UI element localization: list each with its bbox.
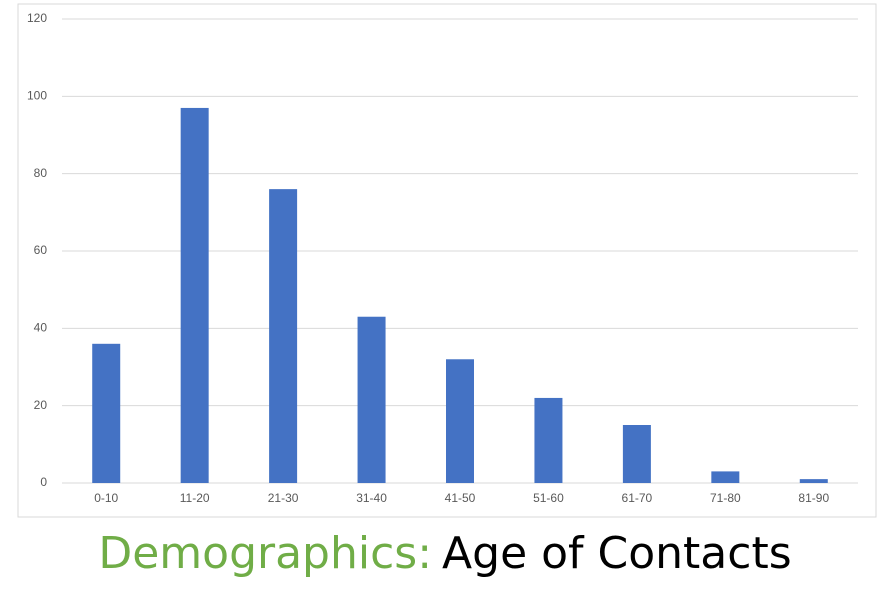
y-tick-label: 0 [40, 475, 47, 489]
y-tick-label: 40 [34, 321, 48, 335]
bar [92, 343, 121, 483]
y-tick-label: 100 [27, 89, 47, 103]
x-tick-label: 11-20 [180, 491, 210, 505]
x-tick-label: 31-40 [356, 491, 387, 505]
bar [799, 479, 828, 483]
y-tick-label: 20 [34, 398, 48, 412]
x-tick-label: 51-60 [533, 491, 564, 505]
x-tick-label: 21-30 [268, 491, 299, 505]
bar [534, 397, 563, 483]
title-lead: Demographics: [98, 528, 432, 579]
bar [711, 471, 740, 483]
bar [622, 425, 651, 483]
x-tick-label: 0-10 [94, 491, 118, 505]
y-tick-label: 120 [27, 11, 47, 25]
x-tick-label: 61-70 [622, 491, 653, 505]
bar [269, 189, 298, 483]
x-tick-label: 71-80 [710, 491, 741, 505]
chart-title: Demographics: Age of Contacts [98, 528, 791, 579]
x-tick-label: 81-90 [798, 491, 829, 505]
y-tick-label: 60 [34, 243, 48, 257]
y-tick-label: 80 [34, 166, 48, 180]
bar [357, 316, 386, 483]
x-tick-label: 41-50 [445, 491, 476, 505]
title-main: Age of Contacts [442, 528, 792, 579]
bar [180, 107, 209, 483]
bar [446, 359, 474, 483]
